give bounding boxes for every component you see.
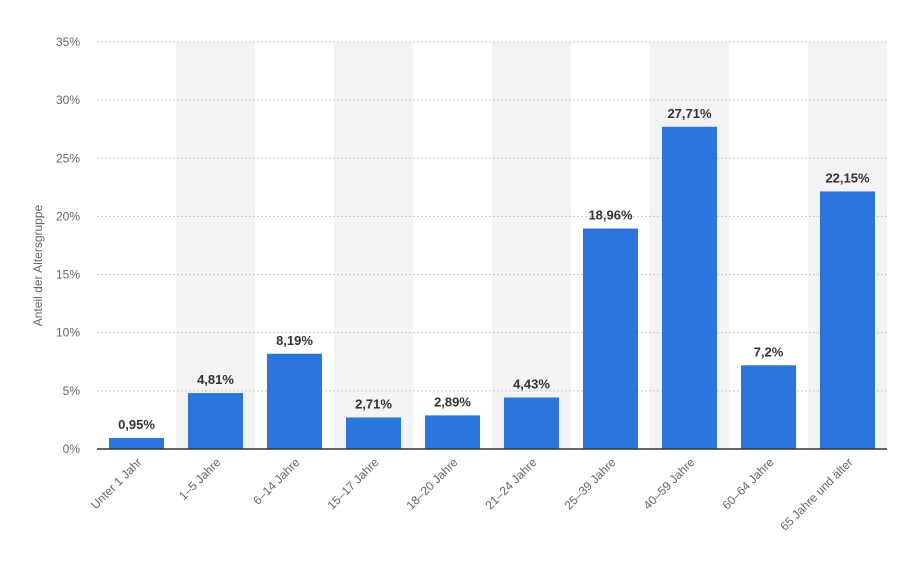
y-tick-label: 25%: [56, 151, 80, 165]
x-category-label: 25–39 Jahre: [562, 455, 619, 512]
y-axis-ticks: 0% 5% 10% 15% 20% 25% 30% 35%: [56, 35, 80, 456]
y-tick-label: 5%: [63, 384, 81, 398]
bar: [267, 353, 322, 449]
x-category-label: 18–20 Jahre: [404, 455, 461, 512]
background-band: [176, 42, 255, 449]
x-category-label: 65 Jahre und älter: [777, 455, 855, 533]
bar: [820, 191, 875, 450]
x-category-label: Unter 1 Jahr: [88, 455, 145, 512]
y-axis-title: Anteil der Altersgruppe: [31, 204, 45, 326]
background-band: [492, 42, 571, 449]
bars: [109, 126, 875, 450]
x-axis-labels: Unter 1 Jahr 1–5 Jahre 6–14 Jahre 15–17 Jah…: [88, 455, 856, 534]
x-category-label: 60–64 Jahre: [720, 455, 777, 512]
data-label: 27,71%: [667, 106, 712, 121]
data-label: 4,81%: [197, 372, 234, 387]
data-label: 7,2%: [754, 344, 784, 359]
y-tick-label: 20%: [56, 209, 80, 223]
bar: [741, 365, 796, 449]
y-tick-label: 35%: [56, 35, 80, 49]
data-label: 22,15%: [825, 170, 870, 185]
data-label: 8,19%: [276, 333, 313, 348]
x-category-label: 1–5 Jahre: [176, 455, 224, 503]
y-tick-label: 10%: [56, 326, 80, 340]
data-label: 2,89%: [434, 394, 471, 409]
y-tick-label: 30%: [56, 93, 80, 107]
data-label: 2,71%: [355, 396, 392, 411]
background-band: [334, 42, 413, 449]
data-label: 0,95%: [118, 417, 155, 432]
bar: [346, 417, 401, 449]
x-category-label: 6–14 Jahre: [250, 455, 303, 508]
y-tick-label: 0%: [63, 442, 81, 456]
y-tick-label: 15%: [56, 268, 80, 282]
bar: [662, 126, 717, 450]
x-category-label: 40–59 Jahre: [641, 455, 698, 512]
bar: [425, 415, 480, 449]
bar: [109, 437, 164, 449]
bar: [583, 228, 638, 449]
bar: [188, 393, 243, 449]
data-label: 4,43%: [513, 376, 550, 391]
data-label: 18,96%: [588, 208, 633, 223]
x-category-label: 21–24 Jahre: [483, 455, 540, 512]
x-category-label: 15–17 Jahre: [325, 455, 382, 512]
data-labels: 0,95% 4,81% 8,19% 2,71% 2,89% 4,43% 18,96% 27,7…: [118, 106, 870, 432]
bar: [504, 397, 559, 449]
